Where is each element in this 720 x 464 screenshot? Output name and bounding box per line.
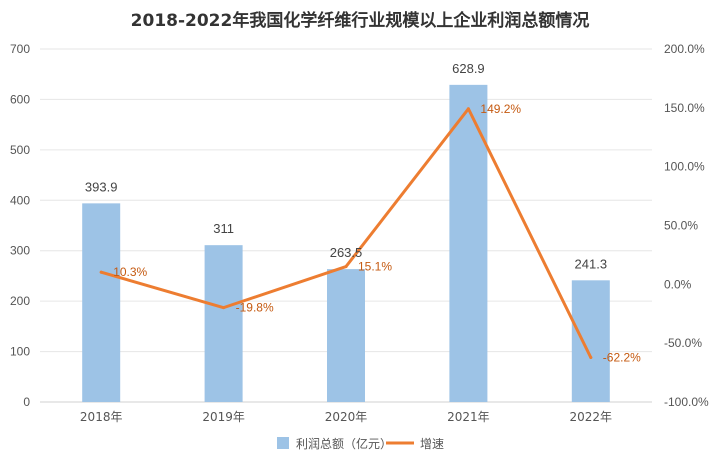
chart-title: 2018-2022年我国化学纤维行业规模以上企业利润总额情况 (131, 10, 590, 31)
line-series (99, 107, 593, 360)
y-right-tick-label: -100.0% (664, 395, 709, 409)
y-left-tick-label: 200 (10, 294, 30, 308)
y-right-tick-label: -50.0% (664, 336, 702, 350)
bar (571, 280, 610, 402)
line-point (589, 356, 593, 360)
legend-swatch-profit (277, 437, 289, 449)
y-left-tick-label: 400 (10, 193, 30, 207)
y-left-tick-label: 600 (10, 92, 30, 106)
line-point (99, 270, 103, 274)
y-left-tick-label: 0 (23, 395, 30, 409)
line-point (222, 306, 226, 310)
x-tick-label: 2021年 (447, 410, 490, 424)
line-value-label: 149.2% (480, 102, 521, 116)
legend: 利润总额（亿元） 增速 (277, 436, 444, 451)
axes: 0 100 200 300 400 500 600 700 -100.0% -50.0% 0.0% 5… (10, 42, 709, 424)
bar-value-label: 241.3 (575, 256, 608, 271)
line-value-label: -19.8% (236, 301, 274, 315)
line-value-label: -62.2% (603, 351, 641, 365)
y-left-tick-label: 300 (10, 244, 30, 258)
bar (82, 203, 121, 402)
x-tick-label: 2018年 (80, 410, 123, 424)
line-value-label: 10.3% (113, 265, 147, 279)
bar-value-label: 393.9 (85, 179, 118, 194)
bar-value-label: 311 (213, 221, 234, 236)
y-right-tick-label: 150.0% (664, 101, 705, 115)
legend-label-growth: 增速 (420, 437, 444, 451)
line-point (466, 107, 470, 111)
bar-value-label: 263.5 (330, 245, 363, 260)
x-tick-label: 2019年 (202, 410, 245, 424)
bar-value-label: 628.9 (452, 61, 485, 76)
y-left-tick-label: 100 (10, 345, 30, 359)
bar (204, 245, 243, 402)
bar (327, 269, 365, 402)
y-right-tick-label: 0.0% (664, 277, 692, 291)
y-right-tick-label: 50.0% (664, 219, 698, 233)
x-tick-label: 2020年 (325, 410, 368, 424)
x-tick-label: 2022年 (570, 410, 613, 424)
data-labels: 393.9 311 263.5 628.9 241.3 10.3% -19.8% 15.1% 1… (85, 61, 641, 365)
line-point (344, 265, 348, 269)
line-value-label: 15.1% (358, 260, 392, 274)
bar-series (82, 84, 610, 403)
legend-label-profit: 利润总额（亿元） (296, 436, 392, 451)
y-right-tick-label: 100.0% (664, 160, 705, 174)
y-right-tick-label: 200.0% (664, 42, 705, 56)
y-left-tick-label: 500 (10, 143, 30, 157)
y-left-tick-label: 700 (10, 42, 30, 56)
